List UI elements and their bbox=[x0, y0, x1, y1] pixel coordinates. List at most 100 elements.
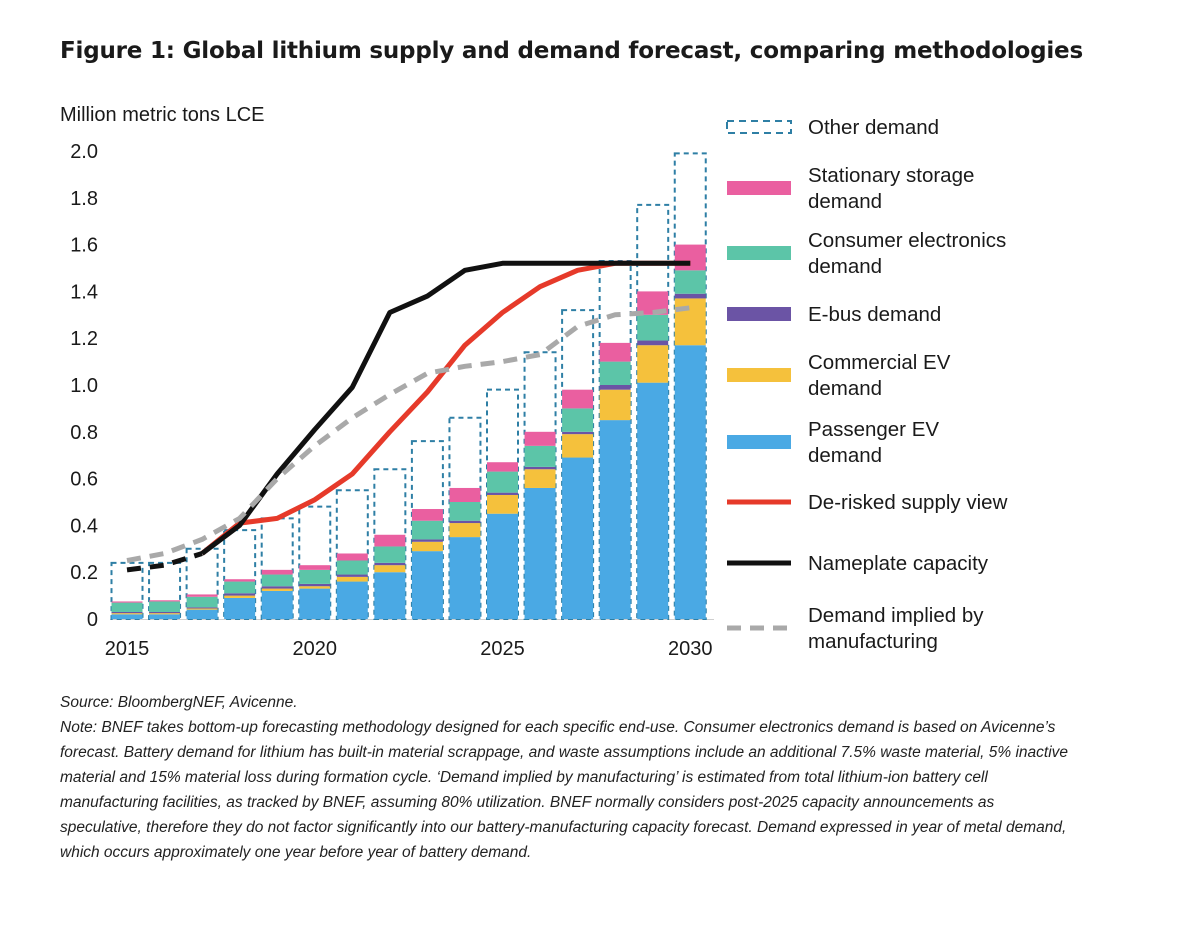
bar-consumer-electronics-demand bbox=[186, 596, 218, 608]
bar-commercial-ev-demand bbox=[524, 469, 556, 488]
bar-commercial-ev-demand bbox=[599, 389, 631, 421]
legend-nameplate-label: Nameplate capacity bbox=[808, 552, 989, 575]
bar-commercial-ev-demand bbox=[411, 541, 443, 552]
legend-derisked-label: De-risked supply view bbox=[808, 491, 1008, 514]
bar-e-bus-demand bbox=[411, 539, 443, 542]
bar-passenger-ev-demand bbox=[524, 487, 556, 619]
bar-passenger-ev-demand bbox=[111, 614, 143, 619]
bar-passenger-ev-demand bbox=[637, 382, 669, 619]
legend-stationary-label: Stationary storage bbox=[808, 164, 974, 187]
bar-stationary-storage-demand bbox=[562, 389, 594, 409]
bar-passenger-ev-demand bbox=[374, 572, 406, 619]
bar-stationary-storage-demand bbox=[111, 601, 143, 603]
legend-stationary-label: demand bbox=[808, 190, 882, 213]
bar-stationary-storage-demand bbox=[674, 244, 706, 271]
figure-notes: Source: BloombergNEF, Avicenne. Note: BN… bbox=[60, 690, 1080, 865]
bar-consumer-electronics-demand bbox=[261, 574, 293, 587]
bar-commercial-ev-demand bbox=[336, 576, 368, 582]
bar-stationary-storage-demand bbox=[336, 553, 368, 561]
bar-commercial-ev-demand bbox=[299, 586, 331, 589]
bar-stationary-storage-demand bbox=[149, 600, 181, 602]
bar-consumer-electronics-demand bbox=[524, 445, 556, 467]
x-tick-label: 2025 bbox=[480, 638, 525, 660]
bar-commercial-ev-demand bbox=[149, 613, 181, 615]
legend-passenger-label: demand bbox=[808, 444, 882, 467]
bar-consumer-electronics-demand bbox=[487, 471, 518, 493]
line-demand-implied-by-manufacturing bbox=[126, 305, 691, 563]
y-axis-label: Million metric tons LCE bbox=[60, 104, 265, 126]
bar-e-bus-demand bbox=[674, 293, 706, 299]
bar-e-bus-demand bbox=[186, 607, 218, 609]
legend-ebus-swatch bbox=[727, 307, 791, 321]
legend-other-swatch bbox=[726, 120, 792, 134]
bar-consumer-electronics-demand bbox=[149, 601, 181, 612]
bar-commercial-ev-demand bbox=[674, 298, 706, 346]
legend-consumer-swatch bbox=[727, 246, 791, 260]
bar-e-bus-demand bbox=[524, 466, 556, 470]
legend-consumer-label: demand bbox=[808, 255, 882, 278]
bar-commercial-ev-demand bbox=[111, 613, 143, 615]
bar-commercial-ev-demand bbox=[261, 588, 293, 591]
line-nameplate-capacity-historical bbox=[126, 551, 203, 573]
bar-passenger-ev-demand bbox=[336, 581, 368, 619]
legend-implied-label: Demand implied by bbox=[808, 604, 984, 627]
bar-e-bus-demand bbox=[599, 385, 631, 390]
bar-passenger-ev-demand bbox=[562, 457, 594, 619]
bar-commercial-ev-demand bbox=[224, 595, 256, 598]
bar-e-bus-demand bbox=[261, 586, 293, 589]
bar-stationary-storage-demand bbox=[261, 569, 293, 575]
bar-passenger-ev-demand bbox=[299, 588, 331, 619]
legend-commercial-label: Commercial EV bbox=[808, 351, 951, 374]
bar-consumer-electronics-demand bbox=[411, 520, 443, 540]
legend-commercial-swatch bbox=[727, 368, 791, 382]
bar-passenger-ev-demand bbox=[449, 537, 481, 619]
bar-stationary-storage-demand bbox=[487, 462, 518, 472]
legend-consumer-label: Consumer electronics bbox=[808, 229, 1006, 252]
y-tick-label: 2.0 bbox=[70, 141, 98, 163]
line-nameplate-capacity bbox=[200, 260, 691, 556]
bar-stationary-storage-demand bbox=[637, 291, 669, 315]
bar-passenger-ev-demand bbox=[674, 345, 706, 619]
legend-other-label: Other demand bbox=[808, 116, 939, 139]
bar-passenger-ev-demand bbox=[186, 609, 218, 619]
y-tick-label: 1.2 bbox=[70, 328, 98, 350]
bar-consumer-electronics-demand bbox=[449, 502, 481, 521]
bar-consumer-electronics-demand bbox=[637, 314, 669, 341]
legend-stationary-swatch bbox=[727, 181, 791, 195]
y-tick-label: 1.0 bbox=[70, 375, 98, 397]
y-tick-label: 0.8 bbox=[70, 422, 98, 444]
figure-title: Figure 1: Global lithium supply and dema… bbox=[60, 38, 1083, 64]
x-tick-label: 2020 bbox=[293, 638, 338, 660]
bar-consumer-electronics-demand bbox=[111, 602, 143, 612]
bar-stationary-storage-demand bbox=[186, 594, 218, 597]
bar-commercial-ev-demand bbox=[562, 434, 594, 458]
bar-stationary-storage-demand bbox=[224, 579, 256, 582]
note-text: Note: BNEF takes bottom-up forecasting m… bbox=[60, 719, 1069, 861]
bar-e-bus-demand bbox=[487, 492, 518, 495]
y-tick-label: 1.6 bbox=[70, 235, 98, 257]
y-tick-label: 1.4 bbox=[70, 281, 98, 303]
bar-commercial-ev-demand bbox=[186, 608, 218, 610]
y-tick-label: 0.2 bbox=[70, 562, 98, 584]
bar-passenger-ev-demand bbox=[149, 614, 181, 619]
bar-stationary-storage-demand bbox=[299, 565, 331, 570]
bar-passenger-ev-demand bbox=[261, 590, 293, 619]
bar-stationary-storage-demand bbox=[599, 342, 631, 362]
bar-e-bus-demand bbox=[449, 520, 481, 524]
bar-consumer-electronics-demand bbox=[299, 569, 331, 584]
y-tick-label: 1.8 bbox=[70, 188, 98, 210]
legend-implied-label: manufacturing bbox=[808, 630, 938, 653]
bar-passenger-ev-demand bbox=[224, 597, 256, 619]
bar-passenger-ev-demand bbox=[599, 420, 631, 619]
x-tick-label: 2030 bbox=[668, 638, 713, 660]
legend-passenger-swatch bbox=[727, 435, 791, 449]
bar-e-bus-demand bbox=[149, 611, 181, 614]
bar-commercial-ev-demand bbox=[449, 523, 481, 538]
bar-e-bus-demand bbox=[637, 340, 669, 346]
bar-e-bus-demand bbox=[111, 611, 143, 614]
source-text: Source: BloombergNEF, Avicenne. bbox=[60, 694, 298, 711]
bar-commercial-ev-demand bbox=[487, 494, 518, 514]
y-tick-label: 0.4 bbox=[70, 515, 98, 537]
bar-consumer-electronics-demand bbox=[562, 408, 594, 432]
bar-other-demand bbox=[185, 547, 219, 620]
